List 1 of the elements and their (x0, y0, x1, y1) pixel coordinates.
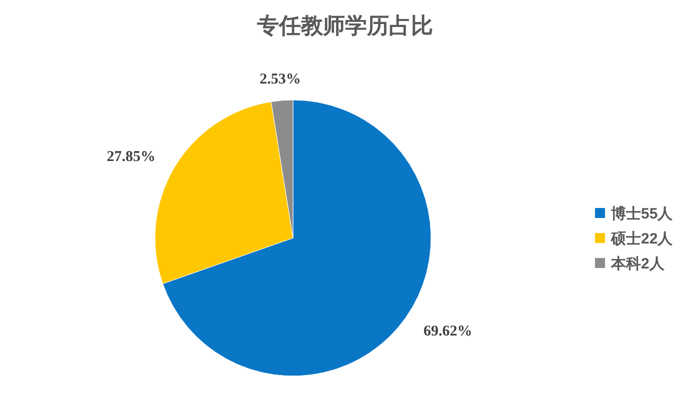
title: 专任教师学历占比 (257, 13, 433, 38)
